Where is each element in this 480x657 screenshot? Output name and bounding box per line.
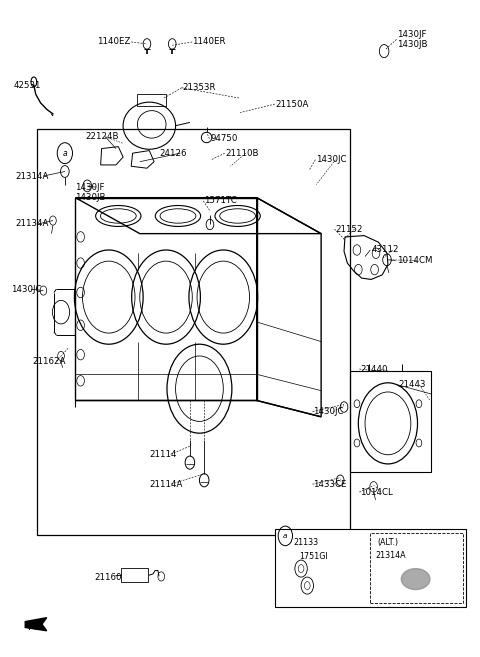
Text: 21160: 21160 [95,573,122,581]
Text: 1014CL: 1014CL [360,487,393,497]
Text: a: a [62,148,67,158]
Text: 1140ER: 1140ER [192,37,226,47]
Text: 24126: 24126 [160,148,187,158]
Bar [137,95,166,106]
Text: 1430JF: 1430JF [397,30,427,39]
Text: 21162A: 21162A [33,357,66,366]
Text: FR.: FR. [28,622,43,632]
Text: 21110B: 21110B [226,148,259,158]
Text: 21134A: 21134A [16,219,49,229]
Polygon shape [25,618,47,631]
Text: 42531: 42531 [13,81,41,89]
Text: 21314A: 21314A [16,171,49,181]
Text: 43112: 43112 [371,246,399,254]
Bar [275,530,466,606]
Text: 1014CM: 1014CM [396,256,432,265]
Text: 1430JB: 1430JB [397,40,428,49]
Text: 21314A: 21314A [375,551,406,560]
Text: 1140EZ: 1140EZ [97,37,130,47]
Bar [370,533,463,603]
Text: 21150A: 21150A [276,100,309,108]
Bar [350,371,431,472]
Text: 1751GI: 1751GI [300,553,328,561]
Text: 1433CE: 1433CE [313,480,347,489]
Text: 1430JC: 1430JC [316,155,347,164]
Text: a: a [283,533,288,539]
Text: 21353R: 21353R [183,83,216,92]
Text: 22124B: 22124B [85,132,119,141]
Ellipse shape [401,568,430,589]
Text: 21443: 21443 [398,380,426,389]
Text: 1571TC: 1571TC [204,196,237,206]
Text: 21114: 21114 [149,449,177,459]
Text: 1430JF: 1430JF [75,183,105,192]
Bar [37,129,350,535]
Text: 1430JB: 1430JB [75,193,106,202]
Text: 21152: 21152 [336,225,363,233]
Text: (ALT.): (ALT.) [377,538,398,547]
Text: 21440: 21440 [360,365,388,374]
Text: 21133: 21133 [293,538,318,547]
Bar [120,568,148,582]
Text: 1430JC: 1430JC [313,407,344,416]
Text: 21114A: 21114A [149,480,183,489]
Text: 94750: 94750 [210,134,238,143]
Text: 1430JC: 1430JC [11,284,41,294]
